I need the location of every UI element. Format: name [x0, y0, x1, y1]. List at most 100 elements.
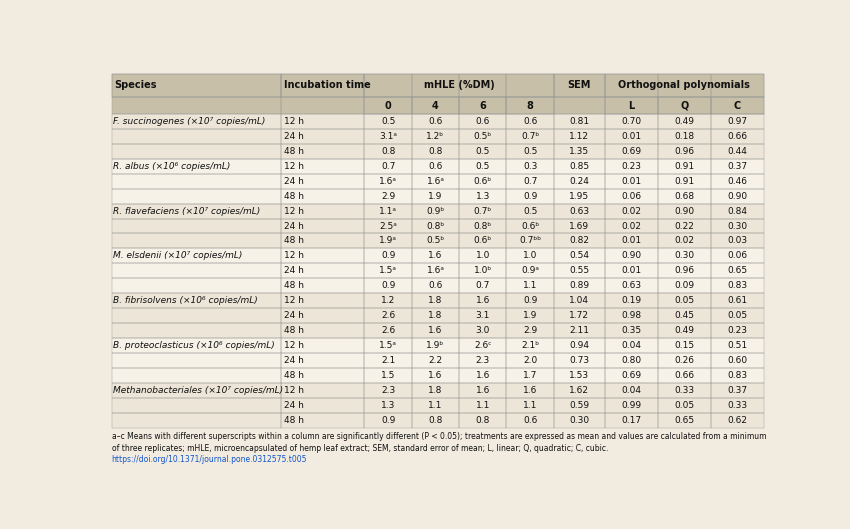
Bar [658, 368, 711, 383]
Bar [111, 249, 281, 263]
Bar [111, 218, 281, 233]
Bar [111, 129, 281, 144]
Bar [658, 413, 711, 427]
Bar [507, 278, 554, 293]
Text: 0.6: 0.6 [428, 162, 443, 171]
Text: 1.9: 1.9 [428, 191, 443, 200]
Text: 1.5ᵃ: 1.5ᵃ [379, 341, 397, 350]
Bar [658, 263, 711, 278]
Bar [111, 114, 281, 129]
Bar [111, 189, 281, 204]
Bar [365, 383, 411, 398]
Bar [111, 74, 281, 97]
Bar [507, 368, 554, 383]
Bar [711, 293, 763, 308]
Text: 0.04: 0.04 [621, 386, 641, 395]
Bar [459, 144, 507, 159]
Bar [711, 233, 763, 249]
Bar [658, 204, 711, 218]
Text: 0.35: 0.35 [621, 326, 641, 335]
Text: Methanobacteriales (×10⁷ copies/mL): Methanobacteriales (×10⁷ copies/mL) [114, 386, 284, 395]
Bar [658, 129, 711, 144]
Bar [459, 249, 507, 263]
Text: 0.06: 0.06 [727, 251, 747, 260]
Bar [459, 129, 507, 144]
Bar [111, 413, 281, 427]
Bar [507, 383, 554, 398]
Bar [554, 114, 604, 129]
Bar [507, 353, 554, 368]
Bar [507, 249, 554, 263]
Bar [507, 413, 554, 427]
Text: 0.98: 0.98 [621, 311, 641, 320]
Bar [658, 308, 711, 323]
Bar [711, 97, 763, 114]
Bar [281, 74, 365, 97]
Bar [365, 233, 411, 249]
Text: 0.55: 0.55 [570, 266, 589, 275]
Bar [658, 74, 711, 97]
Text: 0.7ᵇᵇ: 0.7ᵇᵇ [519, 236, 541, 245]
Bar [111, 97, 281, 114]
Bar [365, 293, 411, 308]
Bar [365, 97, 411, 114]
Bar [281, 74, 365, 97]
Text: 0.5: 0.5 [381, 117, 395, 126]
Bar [111, 249, 281, 263]
Bar [711, 129, 763, 144]
Bar [111, 174, 281, 189]
Text: 1.0: 1.0 [476, 251, 490, 260]
Text: 1.2ᵇ: 1.2ᵇ [427, 132, 445, 141]
Text: 24 h: 24 h [284, 400, 303, 409]
Text: 1.6: 1.6 [428, 251, 443, 260]
Text: 0.26: 0.26 [674, 356, 694, 365]
Bar [658, 74, 711, 97]
Bar [281, 323, 365, 338]
Bar [604, 323, 658, 338]
Text: 0.91: 0.91 [674, 162, 694, 171]
Bar [459, 308, 507, 323]
Text: 0.97: 0.97 [727, 117, 747, 126]
Bar [459, 398, 507, 413]
Bar [411, 308, 459, 323]
Bar [281, 263, 365, 278]
Bar [711, 263, 763, 278]
Text: 0.91: 0.91 [674, 177, 694, 186]
Text: 0.45: 0.45 [674, 311, 694, 320]
Text: 0.49: 0.49 [674, 326, 694, 335]
Bar [365, 368, 411, 383]
Bar [365, 159, 411, 174]
Bar [554, 97, 604, 114]
Bar [604, 353, 658, 368]
Bar [111, 129, 281, 144]
Text: 0.96: 0.96 [674, 147, 694, 156]
Bar [658, 174, 711, 189]
Bar [111, 338, 281, 353]
Bar [411, 353, 459, 368]
Bar [111, 368, 281, 383]
Text: 0.7ᵇ: 0.7ᵇ [521, 132, 539, 141]
Bar [411, 144, 459, 159]
Bar [111, 74, 281, 97]
Bar [507, 263, 554, 278]
Bar [711, 338, 763, 353]
Bar [711, 74, 763, 97]
Bar [111, 413, 281, 427]
Bar [281, 383, 365, 398]
Bar [658, 129, 711, 144]
Bar [111, 74, 281, 97]
Text: 1.1: 1.1 [476, 400, 490, 409]
Text: 0.90: 0.90 [621, 251, 641, 260]
Bar [554, 159, 604, 174]
Bar [459, 97, 507, 114]
Text: mHLE (%DM): mHLE (%DM) [424, 80, 495, 90]
Bar [459, 368, 507, 383]
Bar [554, 398, 604, 413]
Bar [459, 144, 507, 159]
Bar [365, 353, 411, 368]
Bar [604, 368, 658, 383]
Bar [604, 97, 658, 114]
Text: L: L [628, 101, 634, 111]
Bar [554, 204, 604, 218]
Bar [554, 338, 604, 353]
